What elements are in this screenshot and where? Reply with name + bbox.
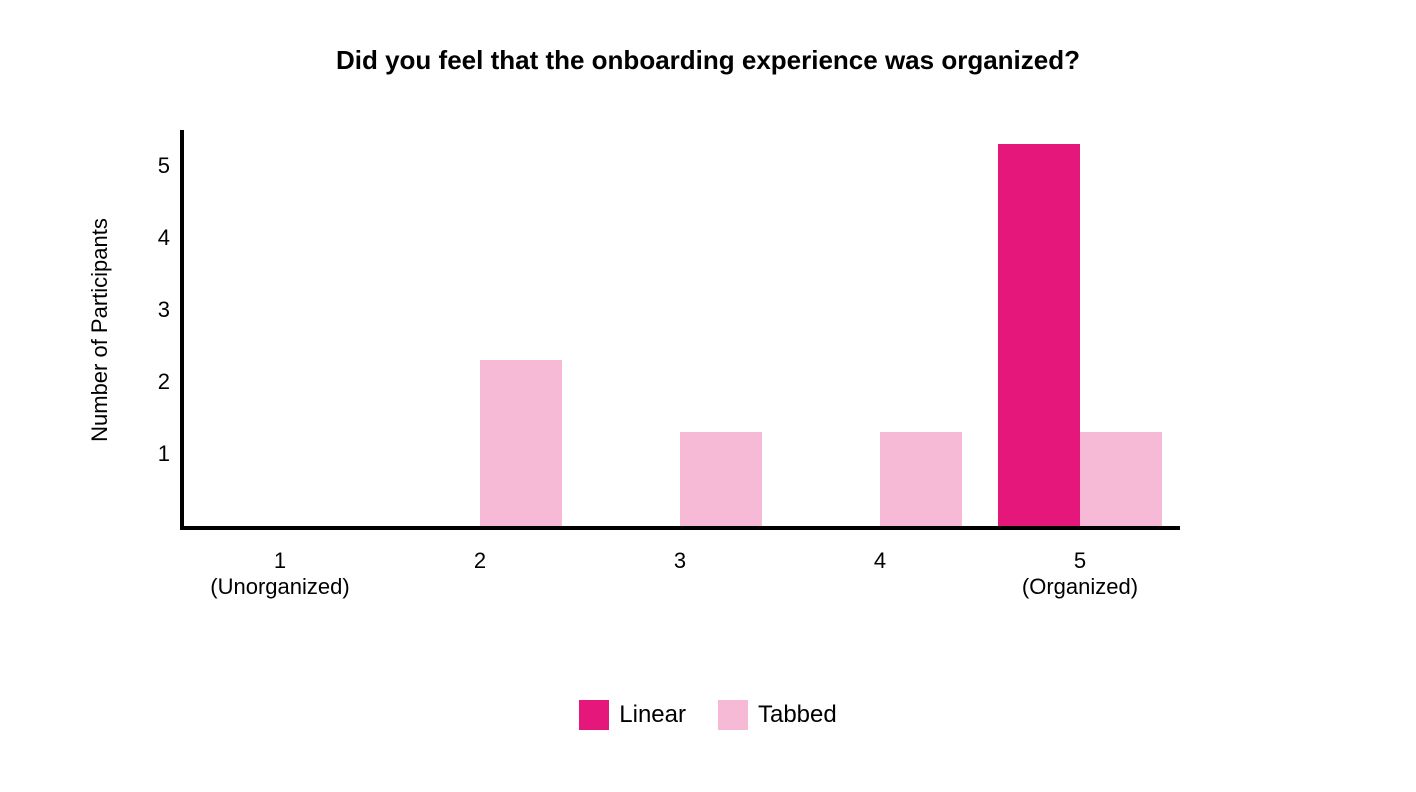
x-tick-sublabel: (Organized) xyxy=(980,574,1180,600)
legend-item-linear: Linear xyxy=(579,700,686,730)
bar-tabbed xyxy=(680,432,762,526)
x-tick: 5(Organized) xyxy=(980,548,1180,600)
chart-legend: Linear Tabbed xyxy=(0,700,1416,737)
y-tick: 1 xyxy=(140,441,170,467)
x-tick-sublabel: (Unorganized) xyxy=(180,574,380,600)
x-tick: 4 xyxy=(780,548,980,574)
legend-item-tabbed: Tabbed xyxy=(718,700,837,730)
x-axis-line xyxy=(180,526,1180,530)
bar-tabbed xyxy=(480,360,562,526)
x-tick-number: 2 xyxy=(380,548,580,574)
x-tick: 1(Unorganized) xyxy=(180,548,380,600)
chart-plot-area xyxy=(180,130,1180,530)
bar-linear xyxy=(998,144,1080,526)
x-tick-number: 5 xyxy=(980,548,1180,574)
y-tick: 4 xyxy=(140,225,170,251)
legend-swatch xyxy=(718,700,748,730)
legend-label: Linear xyxy=(619,701,686,729)
y-tick: 5 xyxy=(140,153,170,179)
y-tick: 2 xyxy=(140,369,170,395)
x-tick-number: 4 xyxy=(780,548,980,574)
y-axis-label: Number of Participants xyxy=(87,218,113,442)
x-tick: 3 xyxy=(580,548,780,574)
legend-label: Tabbed xyxy=(758,701,837,729)
x-tick-number: 3 xyxy=(580,548,780,574)
y-axis-line xyxy=(180,130,184,530)
chart-title: Did you feel that the onboarding experie… xyxy=(0,45,1416,76)
legend-swatch xyxy=(579,700,609,730)
x-tick: 2 xyxy=(380,548,580,574)
x-tick-number: 1 xyxy=(180,548,380,574)
bar-tabbed xyxy=(880,432,962,526)
y-tick: 3 xyxy=(140,297,170,323)
bar-tabbed xyxy=(1080,432,1162,526)
